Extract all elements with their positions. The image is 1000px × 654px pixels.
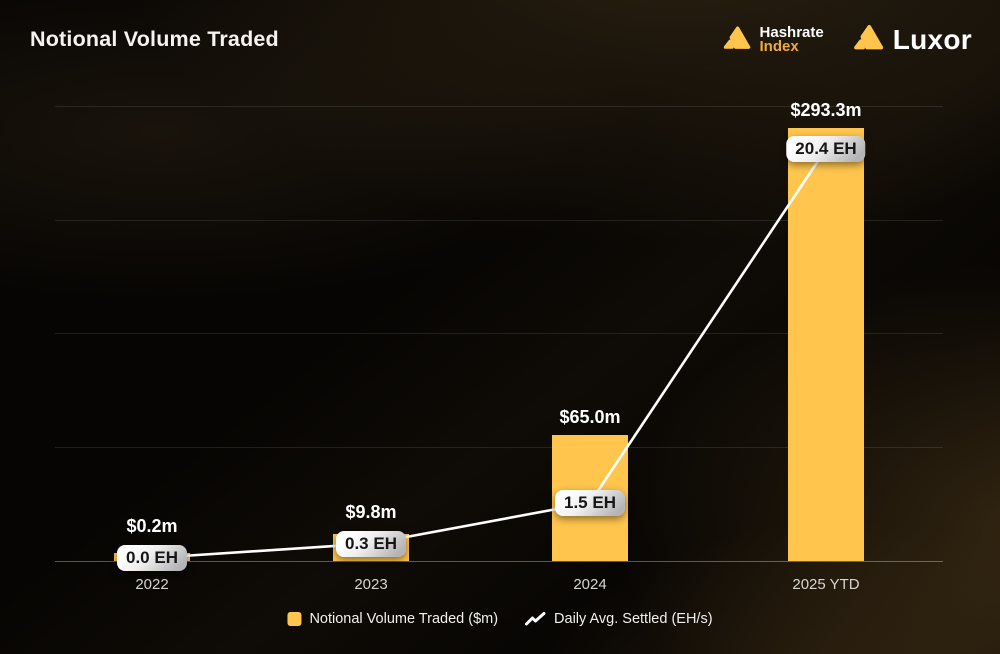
hashrate-index-logo: Hashrate Index [720, 24, 824, 57]
value-label-2024: $65.0m [559, 407, 621, 428]
x-axis-line [55, 561, 943, 562]
x-axis-label-2024: 2024 [573, 576, 607, 593]
legend-item-notional-volume: Notional Volume Traded ($m) [287, 611, 498, 627]
eh-badge-2023: 0.3 EH [336, 530, 406, 557]
x-axis-label-2022: 2022 [135, 576, 169, 593]
x-axis-label-2023: 2023 [354, 576, 388, 593]
brand-logos: Hashrate Index Luxor [720, 22, 972, 58]
value-label-2023: $9.8m [345, 501, 397, 522]
legend-item-daily-avg-settled: Daily Avg. Settled (EH/s) [524, 611, 713, 627]
bar-2025 YTD [788, 128, 864, 561]
value-label-2025 YTD: $293.3m [790, 100, 862, 120]
luxor-logo: Luxor [850, 22, 972, 58]
gridline [55, 333, 943, 334]
gridline [55, 106, 943, 107]
chart-legend: Notional Volume Traded ($m) Daily Avg. S… [287, 611, 713, 627]
trend-line-icon [524, 611, 546, 627]
hashrate-index-triangle-icon [720, 24, 752, 57]
page-title: Notional Volume Traded [30, 27, 279, 51]
luxor-triangle-icon [850, 22, 885, 58]
luxor-wordmark: Luxor [892, 24, 972, 55]
hashrate-index-wordmark: Hashrate Index [759, 24, 824, 55]
value-label-2022: $0.2m [126, 516, 178, 536]
gridline [55, 220, 943, 221]
eh-badge-2025 YTD: 20.4 EH [786, 136, 866, 162]
bar-series-swatch-icon [287, 612, 302, 626]
gridline [55, 447, 943, 448]
eh-badge-2024: 1.5 EH [555, 489, 625, 516]
eh-badge-2022: 0.0 EH [117, 545, 187, 571]
x-axis-label-2025 YTD: 2025 YTD [792, 576, 860, 593]
